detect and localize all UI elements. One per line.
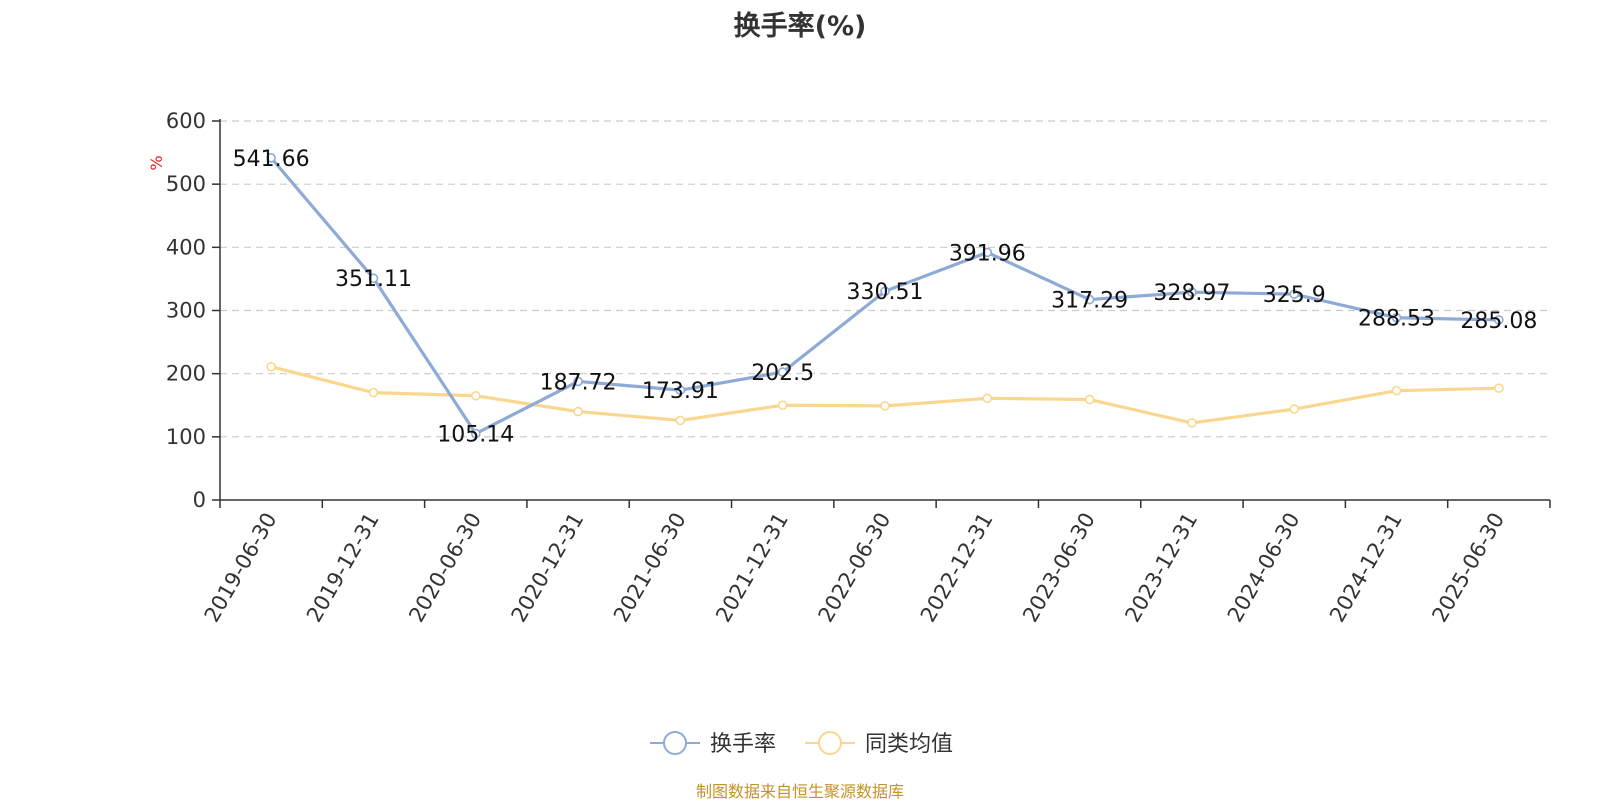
x-tick-label: 2022-06-30 <box>814 509 896 627</box>
data-label: 288.53 <box>1358 307 1435 332</box>
data-point-1 <box>266 153 276 163</box>
legend-marker-2 <box>818 731 842 755</box>
data-point-2 <box>1391 385 1402 396</box>
data-point-1 <box>675 385 686 395</box>
y-tick-label: 400 <box>166 235 206 259</box>
data-point-2 <box>1187 418 1197 428</box>
x-tick-label: 2021-12-31 <box>711 509 793 627</box>
data-point-1 <box>1494 315 1504 325</box>
data-point-2 <box>573 406 583 417</box>
data-point-1 <box>982 247 993 258</box>
y-axis-unit: % <box>147 155 166 170</box>
data-point-1 <box>1391 312 1402 323</box>
series-line-2 <box>270 365 1499 425</box>
y-tick-label: 0 <box>193 488 206 512</box>
y-tick-label: 100 <box>166 425 206 449</box>
x-tick-label: 2020-12-31 <box>507 509 589 627</box>
data-point-1 <box>470 428 481 439</box>
data-label: 187.72 <box>540 370 617 395</box>
data-label: 317.29 <box>1051 289 1128 314</box>
data-label: 541.66 <box>233 147 310 172</box>
data-label: 328.97 <box>1153 281 1230 306</box>
x-tick-label: 2023-12-31 <box>1120 509 1202 627</box>
x-tick-label: 2022-12-31 <box>916 508 998 626</box>
source-footer: 制图数据来自恒生聚源数据库 <box>695 782 904 801</box>
x-tick-label: 2020-06-30 <box>404 509 486 627</box>
legend-label-2: 同类均值 <box>865 732 953 757</box>
x-tick-label: 2023-06-30 <box>1018 509 1100 627</box>
data-point-2 <box>266 361 276 372</box>
data-point-2 <box>675 415 686 426</box>
data-point-2 <box>1494 383 1504 393</box>
data-point-1 <box>777 367 788 377</box>
x-tick-label: 2024-12-31 <box>1325 509 1407 627</box>
data-point-1 <box>1187 287 1197 298</box>
y-tick-label: 600 <box>166 109 206 133</box>
y-tick-label: 500 <box>166 172 206 196</box>
y-tick-label: 300 <box>166 299 206 323</box>
x-tick-label: 2021-06-30 <box>609 509 691 627</box>
data-point-2 <box>982 393 993 404</box>
data-point-2 <box>470 390 481 401</box>
data-label: 285.08 <box>1460 309 1537 334</box>
data-label: 173.91 <box>642 379 719 404</box>
x-tick-label: 2025-06-30 <box>1427 509 1509 627</box>
x-tick-label: 2019-12-31 <box>302 509 384 627</box>
data-point-1 <box>1289 289 1300 299</box>
y-tick-label: 200 <box>166 362 206 386</box>
data-point-1 <box>880 286 890 297</box>
x-tick-label: 2019-06-30 <box>200 509 282 627</box>
data-point-2 <box>777 400 788 411</box>
data-label: 325.9 <box>1263 283 1326 308</box>
data-label: 105.14 <box>437 423 514 448</box>
data-point-1 <box>573 376 583 387</box>
legend-label-1: 换手率 <box>710 732 776 757</box>
data-point-2 <box>1289 404 1300 414</box>
data-point-1 <box>1084 294 1095 305</box>
data-label: 202.5 <box>751 361 814 386</box>
data-label: 391.96 <box>949 241 1026 266</box>
chart-title: 换手率(%) <box>733 11 867 42</box>
data-label: 351.11 <box>335 267 412 292</box>
data-point-1 <box>368 273 379 284</box>
data-point-2 <box>880 401 890 411</box>
data-point-2 <box>368 387 379 398</box>
data-point-2 <box>1084 394 1095 405</box>
legend-marker-1 <box>663 731 687 755</box>
data-label: 330.51 <box>847 280 924 305</box>
x-tick-label: 2024-06-30 <box>1223 509 1305 627</box>
